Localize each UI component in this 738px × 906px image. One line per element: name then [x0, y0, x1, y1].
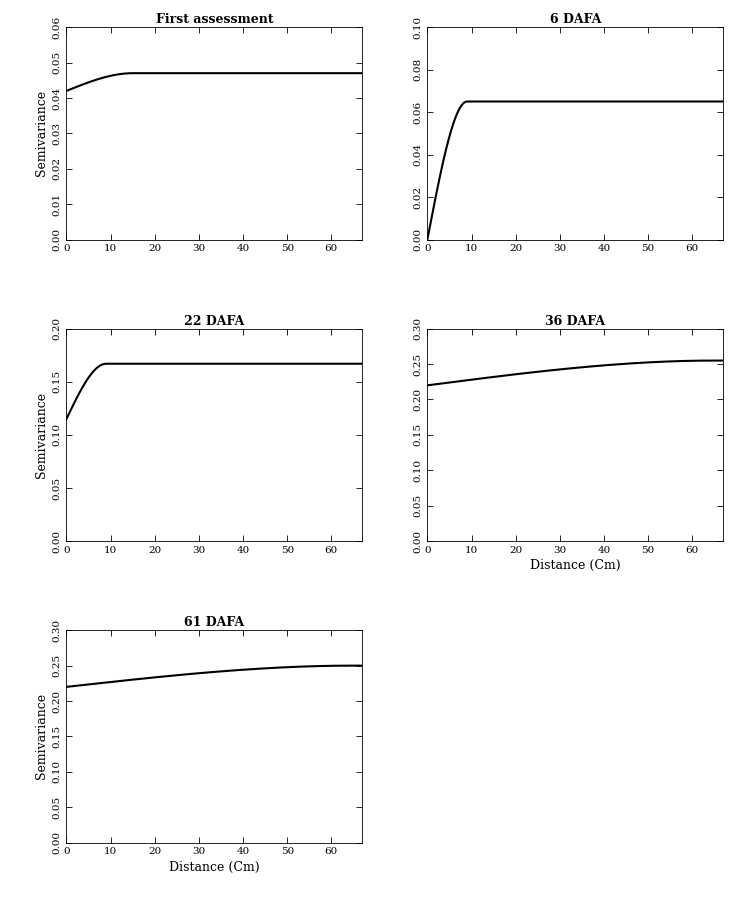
X-axis label: Distance (Cm): Distance (Cm) [169, 861, 260, 873]
Title: 22 DAFA: 22 DAFA [184, 314, 244, 328]
Title: First assessment: First assessment [156, 13, 273, 26]
Y-axis label: Semivariance: Semivariance [35, 91, 49, 177]
Title: 6 DAFA: 6 DAFA [550, 13, 601, 26]
X-axis label: Distance (Cm): Distance (Cm) [530, 559, 621, 572]
Y-axis label: Semivariance: Semivariance [35, 693, 49, 779]
Title: 61 DAFA: 61 DAFA [184, 616, 244, 629]
Title: 36 DAFA: 36 DAFA [545, 314, 605, 328]
Y-axis label: Semivariance: Semivariance [35, 391, 49, 478]
